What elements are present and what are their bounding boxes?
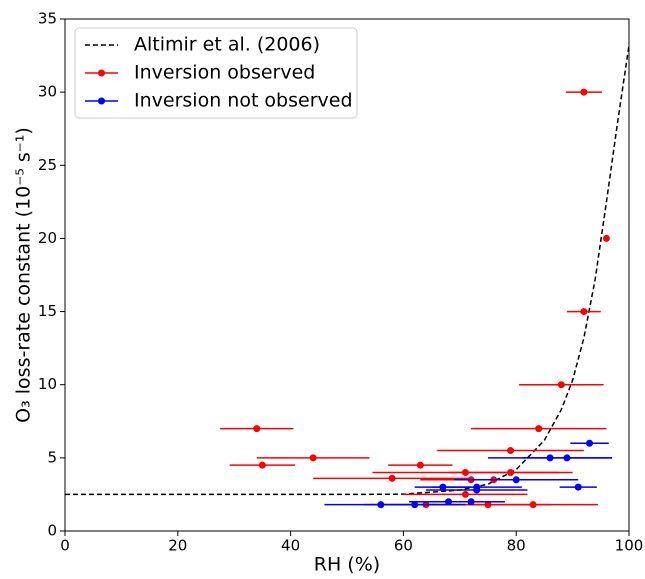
- point: [574, 483, 582, 491]
- y-tick-label: 30: [38, 83, 57, 101]
- y-tick-label: 10: [38, 375, 57, 393]
- y-tick-label: 35: [38, 10, 57, 28]
- axes-frame: [64, 18, 630, 532]
- point: [512, 476, 520, 484]
- legend-label: Inversion not observed: [134, 90, 353, 112]
- x-axis-label: RH (%): [314, 554, 380, 576]
- legend-marker: [98, 97, 105, 105]
- legend-label: Altimir et al. (2006): [134, 34, 320, 56]
- y-tick-label: 15: [38, 302, 57, 320]
- point: [529, 501, 537, 509]
- point: [467, 498, 475, 506]
- point: [461, 490, 469, 498]
- legend-label: Inversion observed: [134, 62, 315, 84]
- x-tick-label: 100: [615, 537, 644, 555]
- point: [388, 474, 396, 482]
- point: [602, 234, 610, 242]
- point: [507, 447, 515, 455]
- point: [557, 381, 565, 389]
- y-tick-label: 5: [47, 448, 57, 466]
- y-tick-label: 0: [47, 522, 57, 540]
- x-tick-label: 40: [281, 537, 300, 555]
- x-tick-label: 60: [394, 537, 413, 555]
- point: [563, 454, 571, 462]
- legend-marker: [98, 69, 105, 77]
- point: [507, 468, 515, 476]
- point: [258, 461, 266, 469]
- x-tick-label: 0: [60, 537, 70, 555]
- point: [309, 454, 317, 462]
- point: [535, 425, 543, 433]
- point: [586, 439, 594, 447]
- point: [580, 88, 588, 96]
- point: [580, 308, 588, 316]
- legend-box: [74, 27, 358, 119]
- point: [411, 501, 419, 509]
- point: [473, 486, 481, 494]
- y-tick-label: 25: [38, 156, 57, 174]
- point: [416, 461, 424, 469]
- y-tick-label: 20: [38, 229, 57, 247]
- x-tick-label: 80: [507, 537, 526, 555]
- point: [253, 425, 261, 433]
- x-tick-label: 20: [168, 537, 187, 555]
- legend: Altimir et al. (2006) Inversion observed I…: [74, 27, 358, 119]
- plot-area: [65, 45, 629, 509]
- y-axis-label: O₃ loss-rate constant (10⁻⁵ s⁻¹): [13, 127, 35, 423]
